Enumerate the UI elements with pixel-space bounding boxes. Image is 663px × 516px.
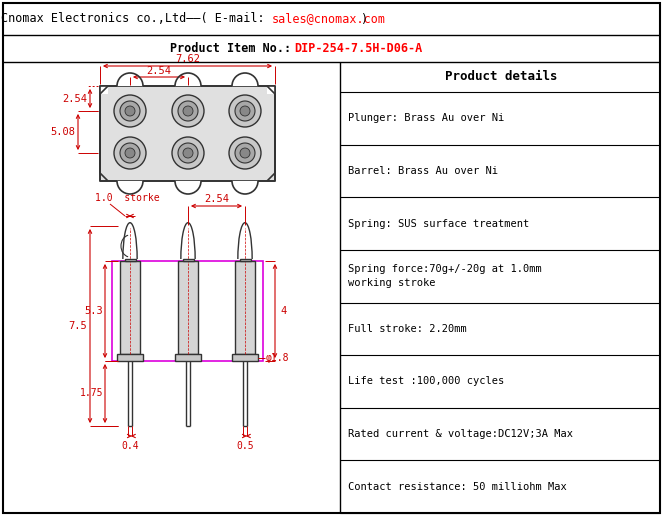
- Bar: [100, 86, 275, 181]
- Circle shape: [120, 143, 140, 163]
- Bar: [100, 86, 108, 94]
- Text: working stroke: working stroke: [348, 278, 436, 288]
- Text: sales@cnomax.com: sales@cnomax.com: [272, 12, 385, 25]
- Circle shape: [229, 95, 261, 127]
- Bar: [232, 71, 258, 86]
- Bar: [117, 181, 143, 196]
- Circle shape: [172, 137, 204, 169]
- Text: 1.75: 1.75: [80, 389, 103, 398]
- Bar: [120, 261, 140, 354]
- Text: Plunger: Brass Au over Ni: Plunger: Brass Au over Ni: [348, 114, 505, 123]
- Circle shape: [235, 143, 255, 163]
- Circle shape: [178, 143, 198, 163]
- Circle shape: [114, 137, 146, 169]
- Text: 2.54: 2.54: [62, 93, 87, 104]
- Text: 4: 4: [280, 306, 286, 316]
- Text: 7.5: 7.5: [68, 321, 87, 331]
- Text: Spring: SUS surface treatment: Spring: SUS surface treatment: [348, 219, 529, 229]
- Text: 0.4: 0.4: [121, 441, 139, 451]
- Bar: [100, 189, 108, 197]
- Circle shape: [125, 148, 135, 158]
- Bar: [235, 261, 255, 354]
- Text: Full stroke: 2.20mm: Full stroke: 2.20mm: [348, 324, 467, 334]
- Bar: [178, 261, 198, 354]
- Bar: [232, 181, 258, 196]
- Bar: [112, 261, 263, 361]
- Text: 2.54: 2.54: [147, 66, 172, 76]
- Text: 0.5: 0.5: [236, 441, 254, 451]
- Circle shape: [183, 106, 193, 116]
- Bar: [175, 354, 201, 361]
- Circle shape: [114, 95, 146, 127]
- Text: φ1.8: φ1.8: [266, 353, 290, 363]
- Circle shape: [183, 148, 193, 158]
- Text: Product details: Product details: [446, 71, 558, 84]
- Text: Rated current & voltage:DC12V;3A Max: Rated current & voltage:DC12V;3A Max: [348, 429, 573, 439]
- Bar: [267, 189, 275, 197]
- Text: 7.62: 7.62: [175, 54, 200, 64]
- Text: Spring force:70g+/-20g at 1.0mm: Spring force:70g+/-20g at 1.0mm: [348, 264, 542, 274]
- Bar: [117, 354, 143, 361]
- Text: 5.08: 5.08: [50, 127, 75, 137]
- Bar: [175, 181, 201, 196]
- Bar: [175, 71, 201, 86]
- Circle shape: [120, 101, 140, 121]
- Circle shape: [125, 106, 135, 116]
- Circle shape: [240, 106, 250, 116]
- Text: 5.3: 5.3: [84, 306, 103, 316]
- Text: 2.54: 2.54: [204, 194, 229, 204]
- Text: ): ): [360, 12, 367, 25]
- Bar: [232, 354, 258, 361]
- Circle shape: [235, 101, 255, 121]
- Text: Contact resistance: 50 milliohm Max: Contact resistance: 50 milliohm Max: [348, 482, 567, 492]
- Circle shape: [240, 148, 250, 158]
- Text: Life test :100,000 cycles: Life test :100,000 cycles: [348, 377, 505, 386]
- Text: DIP-254-7.5H-D06-A: DIP-254-7.5H-D06-A: [294, 42, 423, 55]
- Circle shape: [172, 95, 204, 127]
- Bar: [125, 259, 136, 261]
- Text: Cnomax Electronics co.,Ltd——( E-mail:: Cnomax Electronics co.,Ltd——( E-mail:: [1, 12, 272, 25]
- Bar: [117, 71, 143, 86]
- Text: 1.0  storke: 1.0 storke: [95, 193, 160, 203]
- Text: Product Item No.:: Product Item No.:: [170, 42, 292, 55]
- Bar: [183, 259, 194, 261]
- Circle shape: [178, 101, 198, 121]
- Circle shape: [229, 137, 261, 169]
- Text: Barrel: Brass Au over Ni: Barrel: Brass Au over Ni: [348, 166, 498, 176]
- Bar: [267, 86, 275, 94]
- Bar: [240, 259, 251, 261]
